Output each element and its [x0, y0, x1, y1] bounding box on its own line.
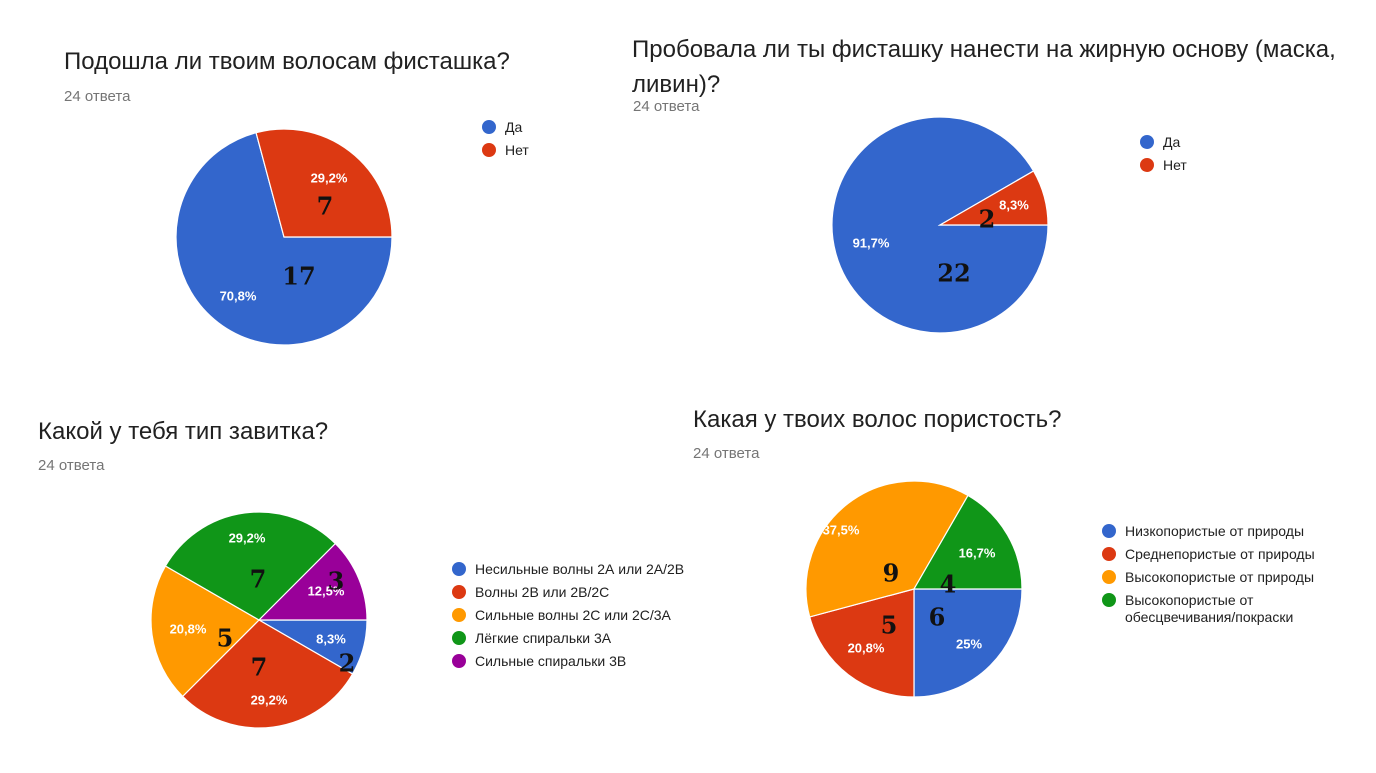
- slice-percent-label: 70,8%: [220, 288, 257, 303]
- legend-item[interactable]: Высокопористые от природы: [1102, 569, 1315, 586]
- legend-label: Низкопористые от природы: [1125, 523, 1305, 539]
- slice-count-annotation: 3: [328, 567, 345, 596]
- pie-slice[interactable]: [912, 494, 1023, 590]
- legend-swatch: [1140, 158, 1154, 172]
- chart-legend: Низкопористые от природы Среднепористые о…: [1102, 523, 1315, 632]
- chart-panel-oil-base: Пробовала ли ты фисташку нанести на жирн…: [0, 0, 1376, 380]
- legend-swatch: [1102, 593, 1116, 607]
- chart-title-line: Пробовала ли ты фисташку нанести на жирн…: [632, 36, 1336, 63]
- legend-swatch: [452, 585, 466, 599]
- pie-slice[interactable]: [805, 480, 969, 618]
- pie-slice[interactable]: [937, 170, 1049, 226]
- slice-percent-label: 91,7%: [853, 235, 890, 250]
- pie-slice[interactable]: [175, 131, 393, 346]
- legend-label: Высокопористые от обесцвечивания/покраски: [1125, 592, 1294, 625]
- pie-chart: 25% 20,8% 37,5% 16,7% 6 5 9 4: [805, 480, 1023, 698]
- pie-slice[interactable]: [164, 511, 337, 621]
- legend-item[interactable]: Да: [482, 119, 529, 136]
- legend-swatch: [1102, 570, 1116, 584]
- slice-count-annotation: 9: [883, 559, 900, 588]
- legend-item[interactable]: Волны 2В или 2В/2С: [452, 584, 684, 601]
- slice-percent-label: 29,2%: [311, 170, 348, 185]
- chart-title: Подошла ли твоим волосам фисташка?: [64, 48, 510, 75]
- legend-swatch: [452, 562, 466, 576]
- slice-percent-label: 20,8%: [848, 640, 885, 655]
- slice-percent-label: 29,2%: [229, 530, 266, 545]
- legend-label: Среднепористые от природы: [1125, 546, 1315, 562]
- chart-title: Какая у твоих волос пористость?: [693, 406, 1062, 433]
- response-count: 24 ответа: [38, 457, 105, 474]
- chart-panel-porosity: Какая у твоих волос пористость? 24 ответ…: [690, 390, 1376, 773]
- slice-count-annotation: 17: [282, 262, 315, 291]
- chart-panel-hair-fit: Подошла ли твоим волосам фисташка? 24 от…: [0, 0, 620, 380]
- legend-label: Сильные спиральки 3В: [475, 653, 627, 669]
- legend-swatch: [1140, 135, 1154, 149]
- legend-item[interactable]: Высокопористые от обесцвечивания/покраски: [1102, 592, 1315, 626]
- pie-chart: 91,7%8,3%222: [831, 116, 1049, 334]
- pie-slice[interactable]: [808, 588, 915, 698]
- pie-slice[interactable]: [255, 128, 393, 238]
- legend-label: Высокопористые от природы: [1125, 569, 1314, 585]
- pie-chart: 70,8% 29,2% 17 7: [175, 128, 393, 346]
- legend-swatch: [452, 631, 466, 645]
- legend-item[interactable]: Сильные спиральки 3В: [452, 653, 684, 670]
- chart-title-line: ливин)?: [632, 71, 721, 98]
- legend-swatch: [452, 654, 466, 668]
- slice-count-annotation: 5: [881, 611, 898, 640]
- chart-title: Какой у тебя тип завитка?: [38, 418, 329, 445]
- legend-swatch: [482, 143, 496, 157]
- slice-percent-label: 29,2%: [251, 692, 288, 707]
- slice-percent-label: 16,7%: [959, 545, 996, 560]
- legend-item[interactable]: Нет: [1140, 157, 1187, 174]
- slice-count-annotation: 4: [940, 570, 957, 599]
- legend-label: Сильные волны 2С или 2С/3А: [475, 607, 671, 623]
- legend-label: Несильные волны 2А или 2А/2В: [475, 561, 685, 577]
- legend-label: Волны 2В или 2В/2С: [475, 584, 610, 600]
- pie-slice[interactable]: [181, 619, 354, 729]
- legend-label: Лёгкие спиральки 3А: [475, 630, 612, 646]
- legend-label: Нет: [1163, 157, 1187, 173]
- legend-item[interactable]: Сильные волны 2С или 2С/3А: [452, 607, 684, 624]
- chart-title: Пробовала ли ты фисташку нанести на жирн…: [632, 32, 1336, 102]
- pie-slice[interactable]: [150, 565, 260, 698]
- pie-slice[interactable]: [257, 542, 368, 621]
- slice-count-annotation: 2: [339, 649, 356, 678]
- slice-percent-label: 8,3%: [316, 631, 346, 646]
- chart-panel-curl-type: Какой у тебя тип завитка? 24 ответа 8,3%…: [0, 390, 690, 773]
- legend-label: Да: [1163, 134, 1181, 150]
- chart-legend: Да Нет: [1140, 134, 1187, 180]
- legend-item[interactable]: Низкопористые от природы: [1102, 523, 1315, 540]
- legend-item[interactable]: Нет: [482, 142, 529, 159]
- slice-percent-label: 37,5%: [823, 522, 860, 537]
- pie-slice[interactable]: [913, 588, 1023, 698]
- slice-percent-label: 25%: [956, 636, 982, 651]
- response-count: 24 ответа: [693, 445, 760, 462]
- legend-swatch: [1102, 547, 1116, 561]
- legend-item[interactable]: Лёгкие спиральки 3А: [452, 630, 684, 647]
- slice-count-annotation: 7: [251, 653, 268, 682]
- chart-legend: Да Нет: [482, 119, 529, 165]
- slice-percent-label: 20,8%: [170, 621, 207, 636]
- slice-count-annotation: 5: [217, 624, 234, 653]
- slice-percent-label: 12,5%: [308, 583, 345, 598]
- chart-legend: Несильные волны 2А или 2А/2В Волны 2В или…: [452, 561, 684, 676]
- legend-item[interactable]: Несильные волны 2А или 2А/2В: [452, 561, 684, 578]
- slice-count-annotation: 7: [250, 565, 267, 594]
- slice-count-annotation: 2: [979, 205, 996, 234]
- slice-count-annotation: 6: [929, 603, 946, 632]
- legend-label: Нет: [505, 142, 529, 158]
- slice-count-annotation: 7: [317, 192, 334, 221]
- legend-swatch: [1102, 524, 1116, 538]
- legend-item[interactable]: Среднепористые от природы: [1102, 546, 1315, 563]
- legend-label: Да: [505, 119, 523, 135]
- response-count: 24 ответа: [633, 98, 700, 115]
- legend-swatch: [452, 608, 466, 622]
- slice-count-annotation: 22: [937, 259, 970, 288]
- legend-swatch: [482, 120, 496, 134]
- legend-item[interactable]: Да: [1140, 134, 1187, 151]
- slice-percent-label: 8,3%: [999, 197, 1029, 212]
- response-count: 24 ответа: [64, 88, 131, 105]
